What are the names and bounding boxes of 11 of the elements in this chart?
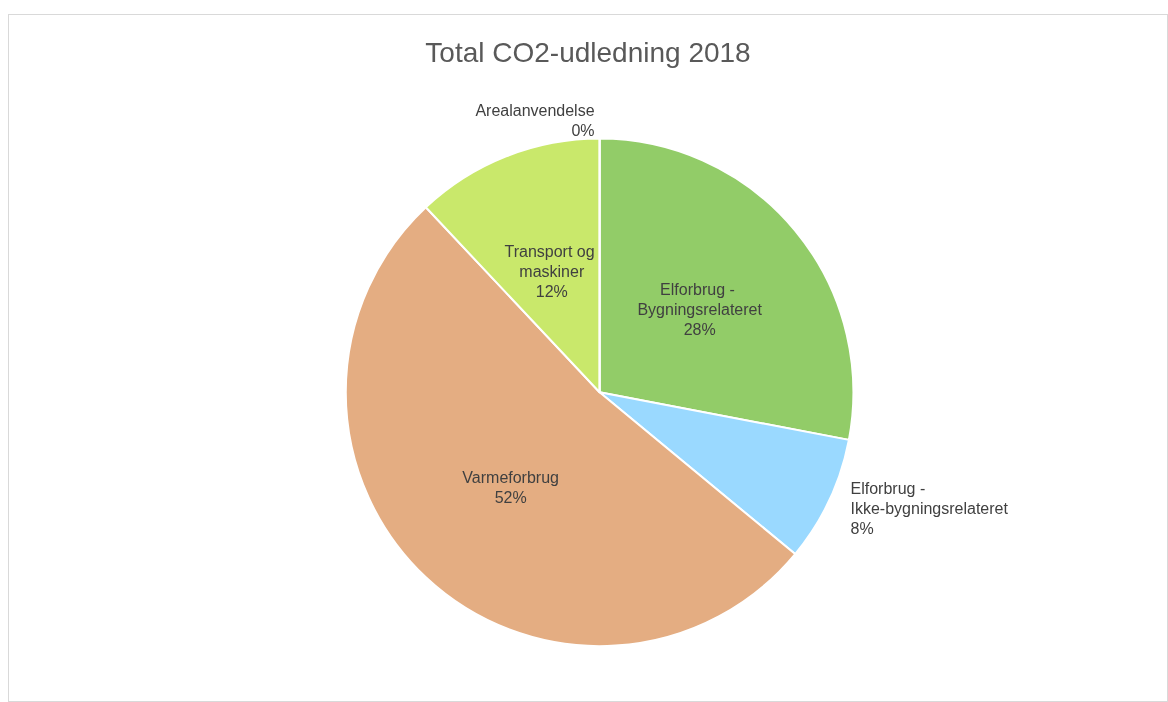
slice-label: Varmeforbrug bbox=[462, 468, 559, 486]
data-label: 12% bbox=[535, 283, 568, 301]
slice-label: Elforbrug - Ikke-bygningsrelateret bbox=[850, 479, 1009, 517]
data-label: 8% bbox=[850, 519, 874, 537]
slice-label: Elforbrug - Bygningsrelateret bbox=[637, 280, 763, 318]
slice-label: Transport og maskiner bbox=[504, 243, 600, 281]
data-label: 52% bbox=[494, 488, 527, 506]
category-label: Arealanvendelse bbox=[475, 101, 595, 119]
text: 0% bbox=[571, 121, 595, 139]
data-label: 28% bbox=[683, 320, 716, 338]
chart-title: Total CO2-udledning 2018 bbox=[425, 36, 751, 68]
